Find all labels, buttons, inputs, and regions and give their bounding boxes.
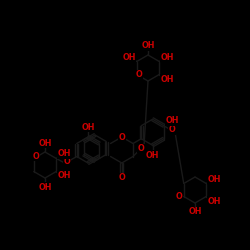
Text: O: O: [118, 132, 125, 141]
Text: OH: OH: [57, 172, 71, 180]
Text: OH: OH: [57, 150, 71, 158]
Text: O: O: [32, 152, 39, 161]
Text: O: O: [118, 174, 125, 182]
Text: OH: OH: [38, 138, 52, 147]
Text: O: O: [175, 192, 182, 201]
Text: OH: OH: [146, 151, 159, 160]
Text: OH: OH: [81, 122, 95, 132]
Text: OH: OH: [160, 52, 174, 62]
Text: OH: OH: [207, 174, 221, 184]
Text: OH: OH: [166, 116, 179, 125]
Text: OH: OH: [188, 208, 202, 216]
Text: O: O: [168, 125, 175, 134]
Text: OH: OH: [122, 52, 136, 62]
Text: OH: OH: [207, 196, 221, 205]
Text: OH: OH: [160, 74, 174, 84]
Text: O: O: [63, 157, 70, 166]
Text: OH: OH: [38, 182, 52, 192]
Text: OH: OH: [141, 42, 155, 50]
Text: O: O: [135, 70, 142, 79]
Text: O: O: [138, 144, 144, 153]
